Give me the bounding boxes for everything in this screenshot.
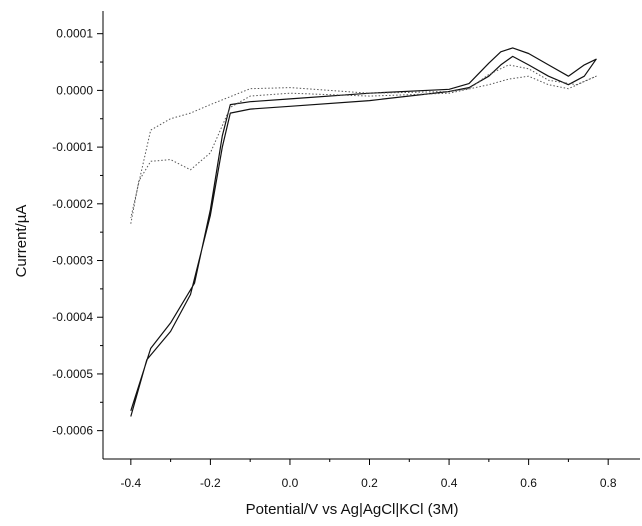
y-tick-label: -0.0005 [52,367,93,381]
x-tick-label: 0.0 [282,476,299,490]
x-tick-label: 0.8 [600,476,617,490]
x-tick-label: -0.2 [200,476,221,490]
solid-series-curve [130,47,597,417]
y-tick-label: -0.0003 [52,254,93,268]
y-tick-label: 0.0000 [56,83,93,97]
x-tick-label: 0.6 [520,476,537,490]
x-tick-label: -0.4 [121,476,142,490]
y-tick-label: 0.0001 [56,27,93,41]
x-axis-title: Potential/V vs Ag|AgCl|KCl (3M) [246,501,459,518]
y-axis-title: Current/µA [13,205,30,278]
y-tick-label: -0.0002 [52,197,93,211]
x-axis-ticks: -0.4 -0.2 0.0 0.2 0.4 0.6 0.8 [121,459,617,490]
x-tick-label: 0.4 [441,476,458,490]
plot-area [130,47,597,417]
x-tick-label: 0.2 [361,476,378,490]
y-tick-label: -0.0006 [52,424,93,438]
dotted-series-curve [130,64,597,224]
y-tick-label: -0.0001 [52,140,93,154]
y-axis-ticks: 0.0001 0.0000 -0.0001 -0.0002 -0.0003 -0.0004… [52,27,103,438]
y-tick-label: -0.0004 [52,310,93,324]
